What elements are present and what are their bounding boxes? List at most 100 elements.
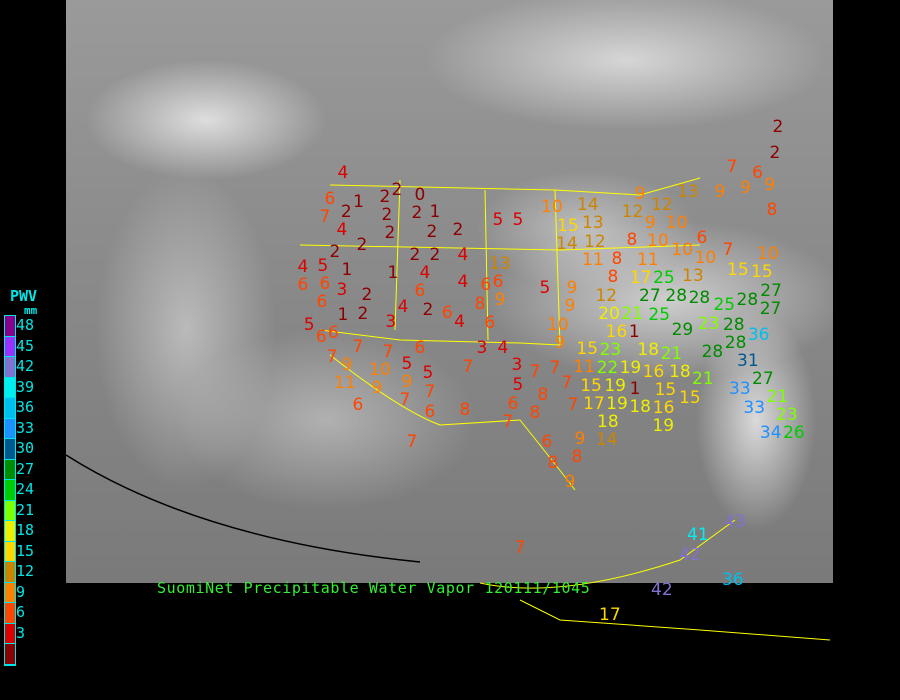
station-pwv-value: 4 <box>397 296 409 317</box>
station-pwv-value: 10 <box>671 239 694 260</box>
color-swatch <box>5 541 15 562</box>
station-pwv-value: 12 <box>595 285 618 306</box>
station-pwv-value: 18 <box>629 397 651 418</box>
station-pwv-value: 6 <box>352 394 364 415</box>
station-pwv-value: 15 <box>576 339 599 360</box>
station-pwv-value: 5 <box>512 209 524 230</box>
station-pwv-value: 0 <box>414 184 426 205</box>
orbit-edge-line <box>65 454 421 563</box>
station-pwv-value: 11 <box>573 357 596 378</box>
station-pwv-value: 4 <box>337 162 349 183</box>
station-pwv-value: 7 <box>514 537 526 558</box>
station-pwv-value: 6 <box>315 326 327 347</box>
station-pwv-value: 7 <box>726 156 738 177</box>
station-pwv-value: 25 <box>653 267 675 288</box>
station-pwv-value: 2 <box>340 201 352 222</box>
state-borders <box>299 177 831 641</box>
legend-unit: mm <box>24 304 38 317</box>
station-pwv-value: 6 <box>484 312 496 333</box>
station-pwv-value: 5 <box>492 209 504 230</box>
legend-label: 48 <box>16 316 35 334</box>
legend-label: 36 <box>16 398 35 416</box>
station-pwv-value: 1 <box>628 321 640 342</box>
station-pwv-value: 19 <box>606 394 628 415</box>
station-pwv-value: 5 <box>539 277 551 298</box>
station-pwv-value: 18 <box>637 339 660 360</box>
station-pwv-value: 2 <box>422 299 434 320</box>
station-pwv-value: 6 <box>424 401 436 422</box>
station-pwv-value: 28 <box>722 314 745 335</box>
color-swatch <box>5 582 15 603</box>
station-pwv-value: 41 <box>687 524 709 545</box>
station-pwv-value: 3 <box>476 337 488 358</box>
station-pwv-value: 42 <box>679 544 701 565</box>
color-swatch <box>5 316 15 337</box>
color-swatch <box>5 439 15 460</box>
station-pwv-value: 6 <box>541 431 553 452</box>
legend-label: 27 <box>16 459 35 478</box>
station-pwv-value: 7 <box>561 372 573 393</box>
station-pwv-value: 23 <box>776 404 798 425</box>
station-pwv-value: 20 <box>598 303 620 324</box>
station-pwv-value: 33 <box>743 397 766 418</box>
station-pwv-value: 6 <box>441 302 453 323</box>
station-pwv-value: 4 <box>454 311 465 332</box>
station-pwv-value: 12 <box>584 231 606 252</box>
station-pwv-value: 7 <box>462 356 474 377</box>
station-pwv-value: 2 <box>357 303 369 324</box>
station-pwv-value: 6 <box>414 281 426 302</box>
color-scale-bar <box>4 315 16 666</box>
station-pwv-value: 2 <box>409 244 421 265</box>
satellite-image <box>66 0 833 583</box>
station-pwv-value: 13 <box>489 254 511 275</box>
station-pwv-value: 7 <box>406 431 418 452</box>
station-pwv-value: 10 <box>541 197 563 218</box>
station-pwv-value: 27 <box>759 298 782 319</box>
color-swatch <box>5 418 15 439</box>
station-pwv-value: 2 <box>356 234 368 255</box>
legend-label: 30 <box>16 439 35 457</box>
station-pwv-value: 9 <box>494 290 506 311</box>
color-swatch <box>5 562 15 583</box>
station-pwv-value: 3 <box>336 279 348 300</box>
station-pwv-value: 9 <box>644 213 656 234</box>
station-pwv-value: 33 <box>729 378 751 399</box>
station-pwv-value: 28 <box>724 332 747 353</box>
station-pwv-value: 10 <box>757 244 779 265</box>
station-pwv-value: 9 <box>566 277 578 298</box>
station-pwv-value: 6 <box>297 274 309 295</box>
station-pwv-value: 15 <box>654 379 677 400</box>
station-pwv-value: 26 <box>783 422 805 443</box>
station-pwv-value: 2 <box>772 116 784 137</box>
station-pwv-value: 12 <box>621 202 644 223</box>
station-pwv-value: 23 <box>599 339 622 360</box>
station-pwv-value: 17 <box>583 394 605 415</box>
station-pwv-value: 7 <box>722 239 734 260</box>
legend-label: 24 <box>16 480 35 498</box>
station-pwv-value: 18 <box>669 361 691 382</box>
station-pwv-value: 4 <box>297 256 309 277</box>
station-pwv-value: 11 <box>582 249 604 270</box>
station-pwv-value: 13 <box>582 213 604 234</box>
station-pwv-value: 9 <box>564 471 576 492</box>
legend-label: 42 <box>16 357 35 375</box>
station-pwv-value: 14 <box>556 233 578 254</box>
station-pwv-value: 7 <box>567 394 579 415</box>
station-pwv-value: 1 <box>353 191 364 212</box>
station-pwv-value: 6 <box>480 275 492 296</box>
station-pwv-value: 6 <box>414 337 426 358</box>
station-pwv-value: 9 <box>371 377 383 398</box>
station-pwv-value: 4 <box>419 262 431 283</box>
station-pwv-value: 17 <box>629 267 652 288</box>
station-pwv-value: 10 <box>666 213 688 234</box>
station-pwv-value: 8 <box>607 267 619 288</box>
station-pwv-value: 7 <box>502 412 514 433</box>
station-pwv-value: 8 <box>459 399 471 420</box>
station-pwv-value: 1 <box>341 259 353 280</box>
station-pwv-value: 6 <box>752 162 763 183</box>
legend-label: 18 <box>16 521 35 539</box>
station-pwv-value: 19 <box>652 416 675 437</box>
station-pwv-value: 25 <box>713 295 736 316</box>
station-pwv-value: 5 <box>422 362 434 383</box>
